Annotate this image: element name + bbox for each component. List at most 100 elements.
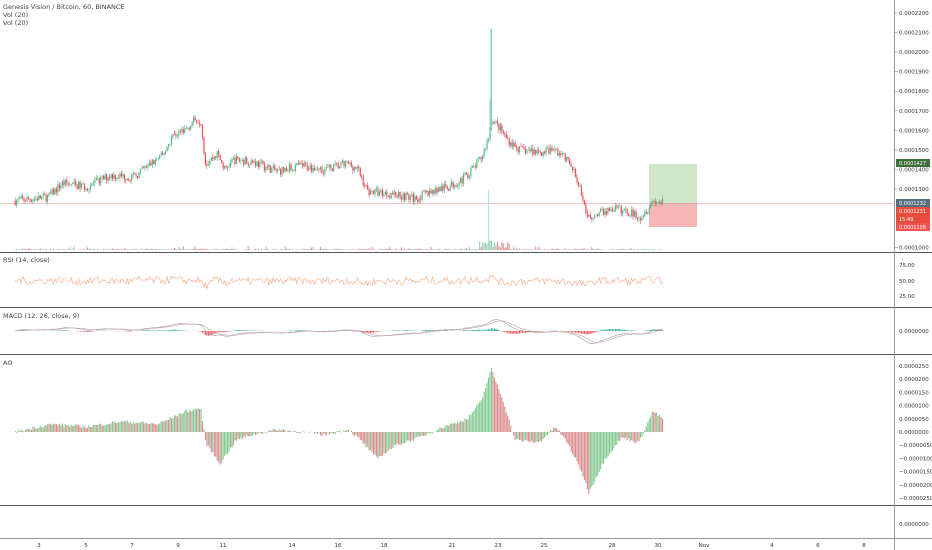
macd-histogram-bar: [585, 331, 587, 335]
volume-bar: [281, 248, 283, 250]
ao-bar: [364, 432, 366, 444]
candle-body: [495, 121, 497, 122]
ao-bar: [424, 432, 426, 437]
volume-bar: [648, 249, 650, 250]
rsi-tick-label: 75.00: [899, 263, 915, 269]
volume-bar: [112, 248, 114, 250]
ao-bar: [457, 421, 459, 432]
candle-body: [228, 167, 230, 168]
candle-body: [135, 174, 137, 177]
candle-body: [277, 169, 279, 171]
candle-body: [126, 178, 128, 181]
candle-body: [42, 193, 44, 197]
ao-bar: [628, 432, 630, 439]
volume-bar: [569, 249, 571, 250]
macd-histogram-bar: [485, 329, 487, 331]
price-badge: [896, 207, 930, 215]
candle-body: [526, 150, 528, 154]
ao-bar: [83, 426, 86, 432]
volume-bar: [73, 246, 75, 250]
macd-histogram-bar: [586, 331, 588, 335]
ao-bar: [603, 432, 605, 464]
ao-bar: [54, 424, 56, 432]
take-profit-zone[interactable]: [649, 164, 697, 203]
candle-body: [265, 166, 267, 171]
ao-bar: [39, 425, 41, 432]
volume-bar: [35, 249, 37, 250]
time-label: 30: [655, 543, 662, 549]
ao-bar: [372, 432, 375, 455]
volume-bar: [399, 249, 401, 250]
volume-bar: [85, 249, 87, 250]
volume-bar: [510, 249, 512, 250]
ao-bar: [580, 432, 583, 472]
ao-bar: [489, 371, 491, 432]
ao-bar: [567, 432, 569, 445]
macd-histogram-bar: [588, 331, 590, 335]
ao-bar: [129, 421, 131, 432]
candle-body: [362, 176, 364, 186]
candle-body: [569, 158, 571, 165]
ao-bar: [221, 432, 223, 463]
volume-bar: [513, 246, 515, 250]
candle-body: [123, 174, 125, 180]
candle-body: [75, 181, 77, 185]
candle-body: [651, 200, 653, 205]
volume-bar: [60, 249, 62, 250]
macd-histogram-bar: [482, 329, 484, 331]
candle-body: [436, 187, 438, 193]
macd-histogram-bar: [650, 329, 652, 331]
volume-bar: [340, 248, 342, 250]
volume-bar: [365, 249, 367, 250]
candle-body: [513, 142, 515, 147]
macd-histogram-bar: [200, 331, 202, 332]
macd-histogram-bar: [58, 330, 60, 331]
candle-body: [396, 195, 398, 198]
volume-bar: [539, 249, 541, 250]
candle-body: [579, 185, 581, 187]
macd-histogram-bar: [622, 329, 624, 331]
volume-bar: [53, 248, 55, 250]
candle-body: [591, 217, 593, 220]
ao-bar: [150, 423, 152, 432]
volume-bar: [272, 248, 274, 250]
volume-bar: [352, 249, 354, 250]
ao-bar: [381, 432, 383, 457]
ao-bar: [252, 432, 254, 436]
candle-body: [327, 166, 329, 168]
ao-bar: [358, 432, 360, 438]
candle-body: [166, 147, 168, 152]
candle-body: [247, 162, 249, 166]
ao-bar: [82, 425, 84, 432]
volume-bar: [154, 248, 156, 250]
macd-histogram-bar: [656, 329, 658, 331]
ao-bar: [78, 424, 80, 432]
candle-body: [141, 167, 143, 169]
volume-bar: [79, 249, 81, 250]
volume-bar: [231, 247, 233, 250]
macd-histogram-bar: [569, 331, 571, 332]
macd-histogram-bar: [600, 330, 602, 331]
candle-body: [252, 160, 254, 163]
ao-bar: [188, 409, 190, 432]
ao-bar: [597, 432, 599, 476]
volume-bar: [498, 246, 500, 250]
volume-bar: [414, 248, 416, 250]
macd-histogram-bar: [651, 329, 653, 331]
candle-body: [41, 196, 43, 199]
ao-histogram: [14, 368, 664, 495]
candle-body: [437, 187, 440, 193]
macd-histogram-bar: [86, 331, 88, 332]
candle-body: [302, 163, 304, 167]
candle-body: [293, 169, 295, 171]
candle-body: [67, 183, 69, 185]
ao-bar: [598, 432, 600, 473]
ao-bar: [523, 432, 525, 441]
volume-bar: [426, 248, 428, 250]
volume-bar: [364, 249, 366, 250]
stop-loss-zone[interactable]: [649, 203, 697, 227]
ao-bar: [246, 432, 248, 436]
ao-bar: [507, 415, 509, 432]
volume-bar: [396, 249, 398, 250]
